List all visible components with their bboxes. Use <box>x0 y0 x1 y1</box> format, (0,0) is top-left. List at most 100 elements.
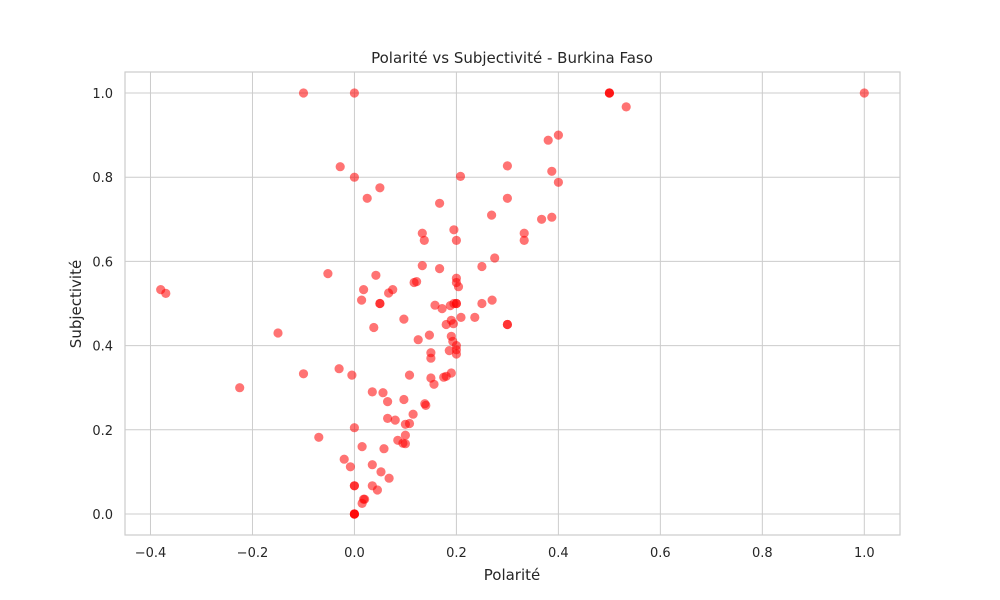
data-point <box>487 210 497 220</box>
data-point <box>455 171 466 181</box>
y-axis-ticks: 0.0 0.2 0.4 0.6 0.8 1.0 <box>92 87 113 523</box>
data-point <box>349 481 359 491</box>
x-tick-label: 0.0 <box>344 546 365 561</box>
data-point <box>430 300 440 310</box>
data-point <box>421 400 431 410</box>
data-point <box>383 413 393 423</box>
data-point <box>519 235 529 245</box>
data-point <box>435 198 445 208</box>
data-point <box>384 288 394 298</box>
y-tick-label: 0.8 <box>92 171 113 186</box>
data-point <box>235 383 245 393</box>
data-point <box>400 430 410 440</box>
plot-frame <box>124 71 901 536</box>
chart-title: Polarité vs Subjectivité - Burkina Faso <box>371 49 653 67</box>
y-tick-label: 0.6 <box>92 255 113 270</box>
x-tick-label: 0.2 <box>446 546 467 561</box>
data-point <box>323 269 333 279</box>
data-point <box>477 298 487 309</box>
data-point <box>417 228 427 238</box>
data-point <box>419 235 429 245</box>
data-point <box>349 172 359 182</box>
data-point <box>502 193 512 203</box>
data-point <box>357 295 367 305</box>
data-point <box>349 88 359 98</box>
x-tick-label: 0.4 <box>548 546 569 561</box>
data-point <box>439 372 449 382</box>
data-point <box>448 319 458 329</box>
data-point <box>369 322 379 333</box>
data-point <box>547 212 557 222</box>
y-tick-label: 0.2 <box>92 424 113 439</box>
data-point <box>477 261 487 272</box>
x-tick-label: 1.0 <box>854 546 875 561</box>
data-point <box>367 387 377 397</box>
y-axis-label: Subjectivité <box>67 260 85 348</box>
data-point <box>487 295 497 305</box>
data-point <box>376 467 386 477</box>
data-points <box>156 88 869 519</box>
data-point <box>404 370 415 380</box>
data-point <box>349 423 359 433</box>
data-point <box>451 235 461 245</box>
data-point <box>372 485 382 495</box>
data-point <box>502 319 512 330</box>
data-point <box>451 349 461 359</box>
data-point <box>537 214 547 224</box>
data-point <box>335 162 345 172</box>
data-point <box>408 409 418 419</box>
data-point <box>543 135 553 145</box>
data-point <box>371 270 381 280</box>
data-point <box>375 298 385 309</box>
data-point <box>362 193 372 203</box>
data-point <box>161 288 171 298</box>
data-point <box>445 301 455 311</box>
data-point <box>390 415 400 425</box>
y-tick-label: 1.0 <box>92 87 113 102</box>
data-point <box>490 253 500 263</box>
data-point <box>379 444 389 454</box>
data-point <box>426 353 436 363</box>
data-point <box>553 130 564 140</box>
data-point <box>349 509 359 519</box>
data-point <box>519 228 529 238</box>
data-point <box>449 225 459 235</box>
grid <box>125 72 900 535</box>
data-point <box>383 397 393 407</box>
data-point <box>409 277 419 288</box>
x-tick-label: −0.2 <box>237 546 269 561</box>
data-point <box>470 312 480 322</box>
x-tick-label: −0.4 <box>135 546 167 561</box>
data-point <box>437 304 447 314</box>
data-point <box>357 498 367 508</box>
x-axis-ticks: −0.4 −0.2 0.0 0.2 0.4 0.6 0.8 1.0 <box>135 546 875 561</box>
data-point <box>375 183 385 193</box>
data-point <box>273 328 283 338</box>
data-point <box>413 335 423 345</box>
data-point <box>298 369 309 379</box>
data-point <box>384 473 394 483</box>
data-point <box>859 88 869 98</box>
data-point <box>339 454 349 464</box>
data-point <box>547 166 557 176</box>
x-tick-label: 0.6 <box>650 546 671 561</box>
data-point <box>453 282 464 292</box>
data-point <box>399 394 409 405</box>
data-point <box>604 88 615 98</box>
x-tick-label: 0.8 <box>752 546 773 561</box>
data-point <box>444 346 454 356</box>
data-point <box>456 312 466 322</box>
y-tick-label: 0.0 <box>92 508 113 523</box>
x-axis-label: Polarité <box>484 566 541 584</box>
data-point <box>417 261 427 271</box>
data-point <box>424 330 434 340</box>
data-point <box>378 388 388 398</box>
data-point <box>553 177 564 187</box>
data-point <box>357 442 367 452</box>
data-point <box>334 364 344 374</box>
data-point <box>314 432 324 442</box>
data-point <box>347 370 357 380</box>
data-point <box>435 264 445 274</box>
data-point <box>359 285 369 295</box>
